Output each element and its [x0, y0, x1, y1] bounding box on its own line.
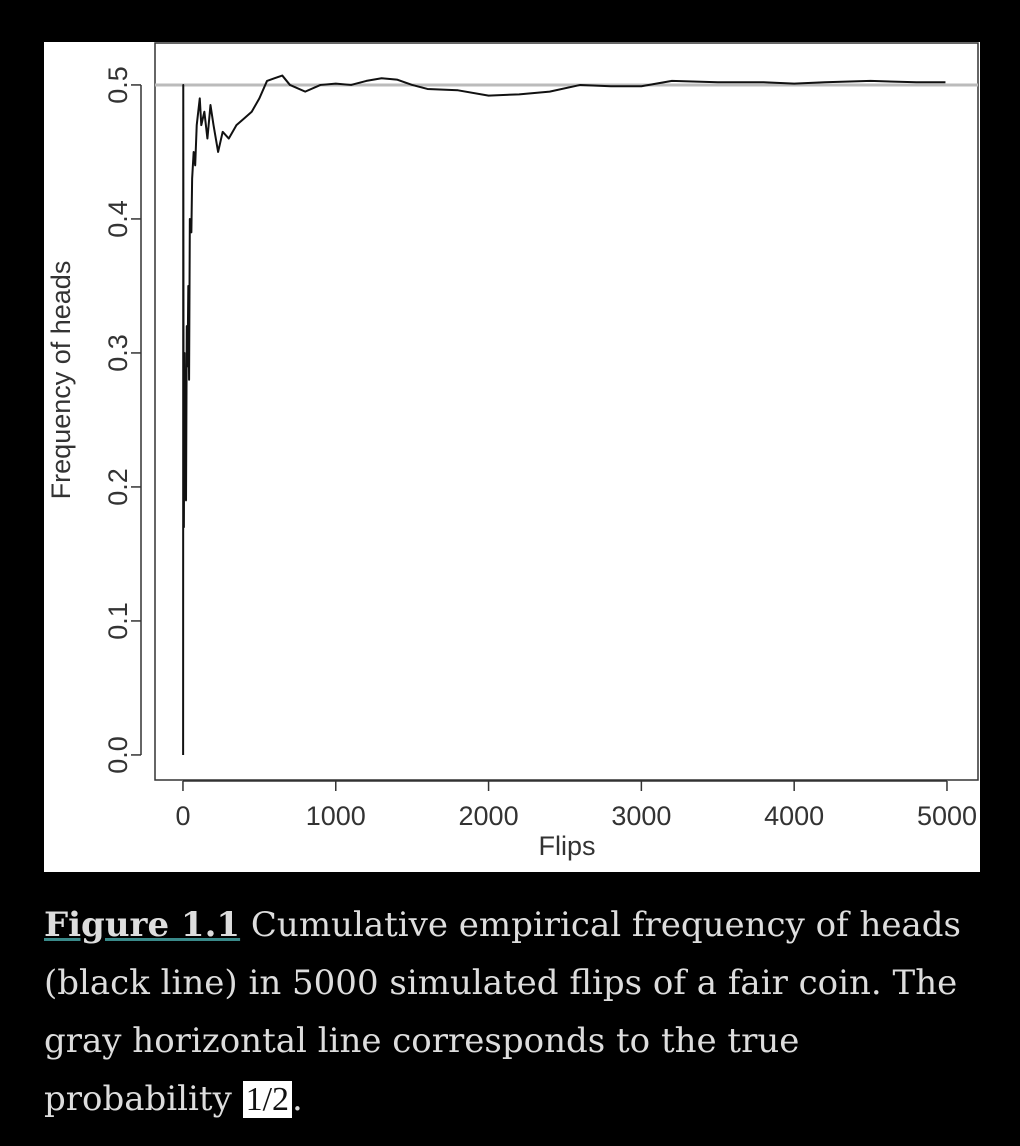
x-tick-label: 4000	[764, 801, 824, 831]
y-tick-label: 0.1	[103, 602, 133, 640]
y-axis-label: Frequency of heads	[46, 261, 76, 500]
x-axis-label: Flips	[538, 831, 595, 861]
x-tick-label: 0	[175, 801, 190, 831]
y-tick-label: 0.4	[103, 200, 133, 238]
x-tick-label: 1000	[306, 801, 366, 831]
y-tick-label: 0.0	[103, 736, 133, 774]
x-tick-label: 5000	[917, 801, 977, 831]
data-line	[182, 74, 946, 755]
y-tick-label: 0.3	[103, 334, 133, 372]
caption: Figure 1.1 Cumulative empirical frequenc…	[44, 896, 974, 1129]
y-tick-label: 0.5	[103, 66, 133, 104]
caption-text: Cumulative empirical frequency of heads …	[44, 905, 961, 1119]
plot-frame	[154, 42, 979, 781]
x-tick-label: 2000	[459, 801, 519, 831]
caption-end: .	[292, 1079, 303, 1119]
math: 1/2	[242, 1081, 293, 1118]
x-tick-label: 3000	[611, 801, 671, 831]
y-tick-label: 0.2	[103, 468, 133, 506]
figure-link[interactable]: Figure 1.1	[44, 905, 241, 945]
chart: Flips Frequency of heads 0.0 0.1 0.2 0.3 0.4…	[44, 42, 980, 872]
